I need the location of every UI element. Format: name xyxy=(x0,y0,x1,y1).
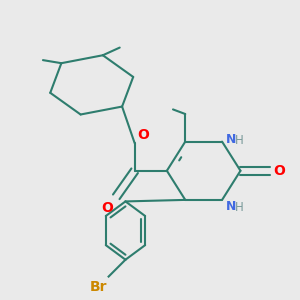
Text: H: H xyxy=(235,201,244,214)
Text: Br: Br xyxy=(90,280,107,294)
Text: H: H xyxy=(235,134,244,147)
Text: N: N xyxy=(226,200,236,213)
Text: O: O xyxy=(273,164,285,178)
Text: O: O xyxy=(101,200,113,214)
Text: N: N xyxy=(226,133,236,146)
Text: O: O xyxy=(137,128,149,142)
